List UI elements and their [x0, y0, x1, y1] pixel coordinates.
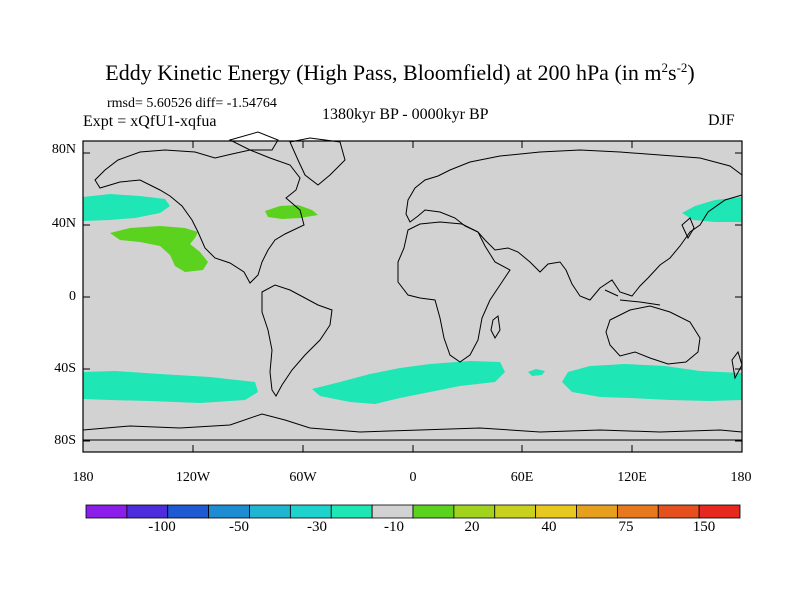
- colorbar-swatch: [208, 504, 250, 519]
- lat-label-40s: 40S: [54, 361, 76, 376]
- experiment-label: Expt = xQfU1-xqfua: [83, 113, 217, 130]
- stats-line: rmsd= 5.60526 diff= -1.54764: [107, 96, 277, 111]
- map-title: Eddy Kinetic Energy (High Pass, Bloomfie…: [105, 60, 695, 85]
- colorbar-label: -30: [307, 519, 327, 535]
- colorbar-label: 40: [541, 519, 557, 535]
- lon-label-180e: 180: [730, 470, 752, 485]
- colorbar-swatch: [535, 504, 577, 519]
- region-small-south-indian: [528, 369, 545, 376]
- lat-label-80n: 80N: [51, 142, 76, 157]
- colorbar-swatch: [453, 504, 496, 519]
- lat-label-0: 0: [69, 289, 76, 304]
- lon-label-0: 0: [409, 470, 417, 485]
- lat-label-40n: 40N: [51, 216, 76, 231]
- axis-ticks: [83, 141, 742, 452]
- colorbar-swatch: [412, 504, 455, 519]
- lon-label-120w: 120W: [175, 470, 211, 485]
- coastlines: [82, 131, 743, 441]
- region-atlantic-positive: [265, 205, 318, 219]
- lon-label-180w: 180: [72, 470, 94, 485]
- region-southern-ocean-indian: [562, 364, 742, 401]
- colorbar-label: 20: [464, 519, 480, 535]
- colorbar-swatch: [85, 504, 128, 519]
- colorbar-swatch: [576, 504, 618, 519]
- colorbar-swatch: [249, 504, 291, 519]
- colorbar-swatch: [657, 504, 700, 519]
- colorbar-swatch: [126, 504, 169, 519]
- colorbar-swatch: [616, 504, 659, 519]
- colorbar-label: 75: [618, 519, 634, 535]
- colorbar-swatch: [167, 504, 210, 519]
- colorbar-label: -10: [384, 519, 404, 535]
- colorbar-label: -50: [229, 519, 249, 535]
- colorbar-swatch: [698, 504, 741, 519]
- colorbar-swatch: [371, 504, 414, 519]
- season-label: DJF: [708, 112, 735, 129]
- colorbar-swatch: [330, 504, 373, 519]
- colorbar-swatch: [494, 504, 537, 519]
- colorbar: [85, 504, 741, 519]
- region-southern-ocean-west: [83, 371, 258, 403]
- lat-label-80s: 80S: [54, 433, 76, 448]
- lon-label-60e: 60E: [510, 470, 534, 485]
- region-pacific-positive: [110, 226, 208, 272]
- colorbar-label: 150: [692, 519, 716, 535]
- period-label: 1380kyr BP - 0000kyr BP: [322, 106, 489, 123]
- colorbar-label: -100: [148, 519, 176, 535]
- lon-label-120e: 120E: [617, 470, 647, 485]
- colorbar-swatch: [289, 504, 332, 519]
- region-southern-ocean-atlantic: [312, 361, 505, 404]
- lon-label-60w: 60W: [289, 470, 317, 485]
- region-north-pacific-west: [83, 194, 170, 221]
